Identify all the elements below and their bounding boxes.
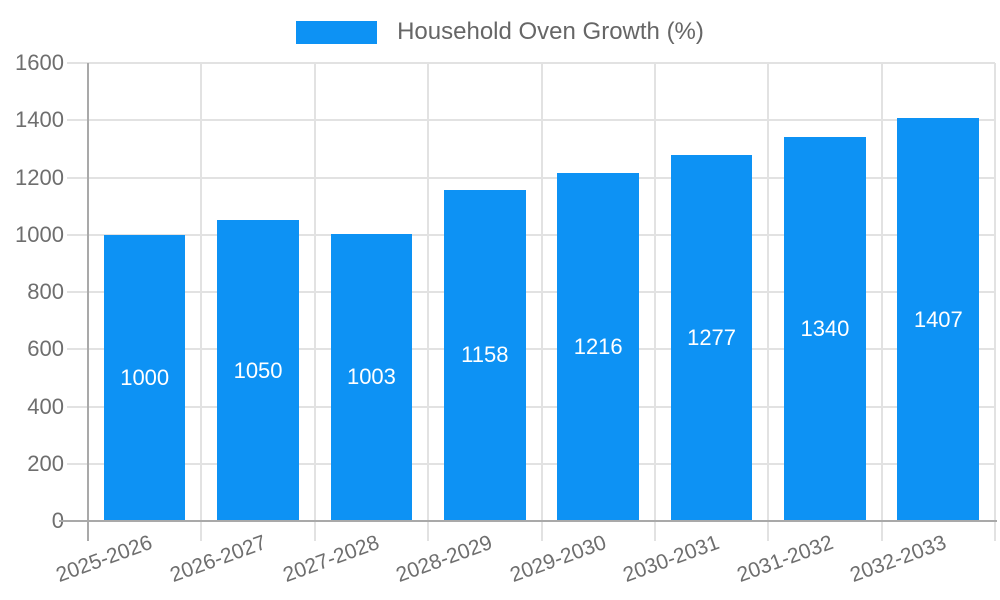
bar-value-label: 1050 (233, 357, 283, 383)
y-tick-mark (67, 291, 88, 293)
bar[interactable] (217, 220, 299, 521)
y-tick-mark (67, 119, 88, 122)
y-axis-label: 200 (27, 450, 64, 476)
bar-value-label: 1003 (346, 364, 396, 390)
x-tick-mark (653, 521, 656, 541)
x-gridline (200, 63, 203, 521)
legend-swatch (296, 20, 378, 44)
x-axis-category-label: 2032-2033 (846, 531, 950, 587)
bar[interactable] (897, 118, 980, 521)
x-axis-category-label: 2030-2031 (620, 531, 723, 587)
bar[interactable] (103, 234, 186, 521)
x-gridline (313, 63, 316, 521)
y-tick-mark (67, 405, 88, 408)
x-gridline (540, 63, 543, 521)
y-axis-label: 600 (27, 336, 64, 362)
x-gridline (767, 63, 770, 521)
x-axis-line (59, 520, 997, 522)
bar-value-label: 1216 (573, 333, 623, 359)
x-gridline (653, 63, 656, 521)
x-axis-category-label: 2028-2029 (393, 531, 496, 587)
x-tick-mark (87, 521, 89, 541)
x-axis-category-label: 2027-2028 (280, 531, 383, 587)
y-tick-mark (67, 348, 88, 351)
legend-label: Household Oven Growth (%) (397, 18, 704, 45)
y-axis-label: 1000 (15, 221, 64, 247)
x-axis-category-label: 2031-2032 (733, 531, 836, 587)
x-axis-category-label: 2026-2027 (166, 531, 269, 587)
bar[interactable] (784, 137, 866, 521)
y-axis-label: 800 (27, 279, 64, 304)
y-tick-mark (67, 462, 88, 465)
x-tick-mark (540, 521, 543, 541)
y-axis-label: 1200 (15, 164, 64, 190)
x-tick-mark (880, 521, 883, 541)
bar-value-label: 1340 (800, 316, 850, 342)
y-axis-label: 1400 (15, 107, 64, 133)
bar-value-label: 1277 (687, 325, 737, 351)
y-axis-label: 0 (51, 508, 64, 533)
y-tick-mark (67, 176, 88, 179)
x-tick-mark (994, 521, 996, 541)
x-axis-category-label: 2025-2026 (53, 531, 156, 587)
y-axis-label: 400 (27, 393, 64, 419)
x-tick-mark (313, 521, 316, 541)
x-gridline (427, 63, 430, 521)
bar-value-label: 1158 (461, 342, 509, 368)
x-tick-mark (427, 521, 430, 541)
bar[interactable] (443, 189, 526, 521)
legend-item[interactable]: Household Oven Growth (%) (0, 16, 1000, 48)
x-gridline (880, 63, 883, 521)
bar-value-label: 1407 (913, 306, 963, 332)
y-tick-mark (67, 233, 88, 236)
bar[interactable] (670, 155, 753, 521)
x-gridline (994, 63, 996, 521)
bar[interactable] (557, 172, 639, 521)
y-axis-label: 1600 (15, 50, 64, 75)
x-tick-mark (200, 521, 203, 541)
bar[interactable] (330, 233, 413, 521)
y-tick-mark (67, 62, 88, 64)
x-tick-mark (767, 521, 770, 541)
y-axis-line (87, 63, 89, 521)
x-axis-category-label: 2029-2030 (506, 531, 610, 587)
bar-value-label: 1000 (120, 364, 170, 390)
